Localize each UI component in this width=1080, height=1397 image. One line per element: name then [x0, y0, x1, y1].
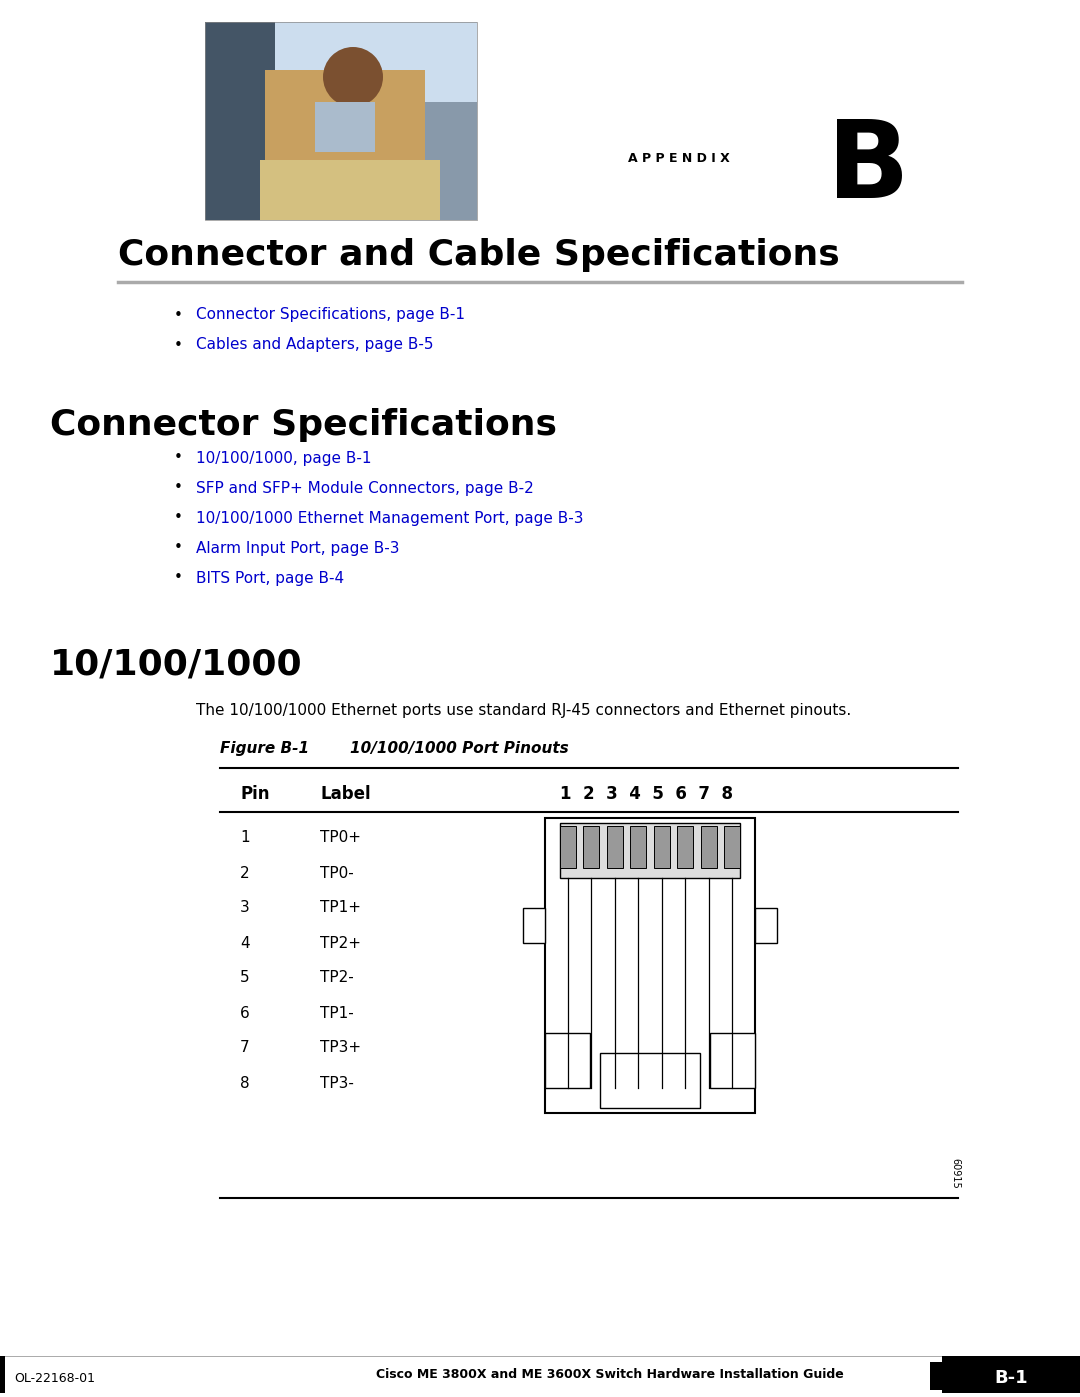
- Text: SFP and SFP+ Module Connectors, page B-2: SFP and SFP+ Module Connectors, page B-2: [195, 481, 534, 496]
- Bar: [315, 102, 375, 152]
- Text: Cables and Adapters, page B-5: Cables and Adapters, page B-5: [195, 338, 433, 352]
- Bar: [205, 22, 477, 219]
- Text: BITS Port, page B-4: BITS Port, page B-4: [195, 570, 345, 585]
- Text: •: •: [174, 450, 183, 465]
- Text: Alarm Input Port, page B-3: Alarm Input Port, page B-3: [195, 541, 400, 556]
- Text: 4: 4: [240, 936, 249, 950]
- Text: B: B: [826, 115, 909, 221]
- Text: •: •: [174, 541, 183, 556]
- Text: •: •: [174, 570, 183, 585]
- Text: 1: 1: [240, 830, 249, 845]
- Text: Cisco ME 3800X and ME 3600X Switch Hardware Installation Guide: Cisco ME 3800X and ME 3600X Switch Hardw…: [376, 1368, 843, 1380]
- Bar: [930, 1362, 942, 1390]
- Bar: [600, 1053, 700, 1108]
- Text: 10/100/1000: 10/100/1000: [50, 648, 302, 682]
- Text: 1  2  3  4  5  6  7  8: 1 2 3 4 5 6 7 8: [561, 785, 733, 803]
- Text: •: •: [174, 510, 183, 525]
- Text: 10/100/1000 Port Pinouts: 10/100/1000 Port Pinouts: [350, 740, 569, 756]
- Bar: [545, 1032, 590, 1088]
- Bar: [724, 826, 740, 868]
- Bar: [677, 826, 693, 868]
- Text: Connector Specifications, page B-1: Connector Specifications, page B-1: [195, 307, 465, 323]
- Text: Connector and Cable Specifications: Connector and Cable Specifications: [118, 237, 840, 272]
- Text: Figure B-1: Figure B-1: [220, 740, 309, 756]
- Bar: [545, 819, 755, 1113]
- Text: TP3+: TP3+: [320, 1041, 361, 1056]
- Text: 10/100/1000 Ethernet Management Port, page B-3: 10/100/1000 Ethernet Management Port, pa…: [195, 510, 583, 525]
- Text: •: •: [174, 307, 183, 323]
- Text: Label: Label: [320, 785, 370, 803]
- Text: 3: 3: [240, 901, 249, 915]
- Bar: [583, 826, 599, 868]
- Text: The 10/100/1000 Ethernet ports use standard RJ-45 connectors and Ethernet pinout: The 10/100/1000 Ethernet ports use stand…: [195, 703, 851, 718]
- Text: Connector Specifications: Connector Specifications: [50, 408, 557, 441]
- Bar: [260, 161, 440, 219]
- Bar: [265, 70, 426, 200]
- Bar: [710, 1032, 755, 1088]
- Text: OL-22168-01: OL-22168-01: [14, 1372, 95, 1384]
- Bar: [653, 826, 670, 868]
- Text: 5: 5: [240, 971, 249, 985]
- Text: 6: 6: [240, 1006, 249, 1020]
- Bar: [631, 826, 646, 868]
- Text: B-1: B-1: [995, 1369, 1028, 1387]
- Bar: [561, 826, 576, 868]
- Text: TP0+: TP0+: [320, 830, 361, 845]
- Text: TP1+: TP1+: [320, 901, 361, 915]
- Text: 10/100/1000, page B-1: 10/100/1000, page B-1: [195, 450, 372, 465]
- Bar: [942, 1356, 1080, 1393]
- Text: 2: 2: [240, 866, 249, 880]
- Bar: [523, 908, 545, 943]
- Bar: [561, 823, 740, 877]
- Text: TP2+: TP2+: [320, 936, 361, 950]
- Text: Pin: Pin: [240, 785, 270, 803]
- Text: 7: 7: [240, 1041, 249, 1056]
- Bar: [0, 1356, 5, 1393]
- Text: TP3-: TP3-: [320, 1076, 354, 1091]
- Text: TP1-: TP1-: [320, 1006, 354, 1020]
- Text: 8: 8: [240, 1076, 249, 1091]
- Text: TP0-: TP0-: [320, 866, 354, 880]
- Text: A P P E N D I X: A P P E N D I X: [627, 151, 730, 165]
- Bar: [205, 22, 477, 219]
- Bar: [205, 22, 275, 219]
- Text: •: •: [174, 338, 183, 352]
- Circle shape: [323, 47, 383, 108]
- Bar: [205, 22, 477, 102]
- Bar: [607, 826, 623, 868]
- Text: 60915: 60915: [950, 1158, 960, 1189]
- Bar: [755, 908, 777, 943]
- Text: •: •: [174, 481, 183, 496]
- Text: TP2-: TP2-: [320, 971, 354, 985]
- Bar: [701, 826, 716, 868]
